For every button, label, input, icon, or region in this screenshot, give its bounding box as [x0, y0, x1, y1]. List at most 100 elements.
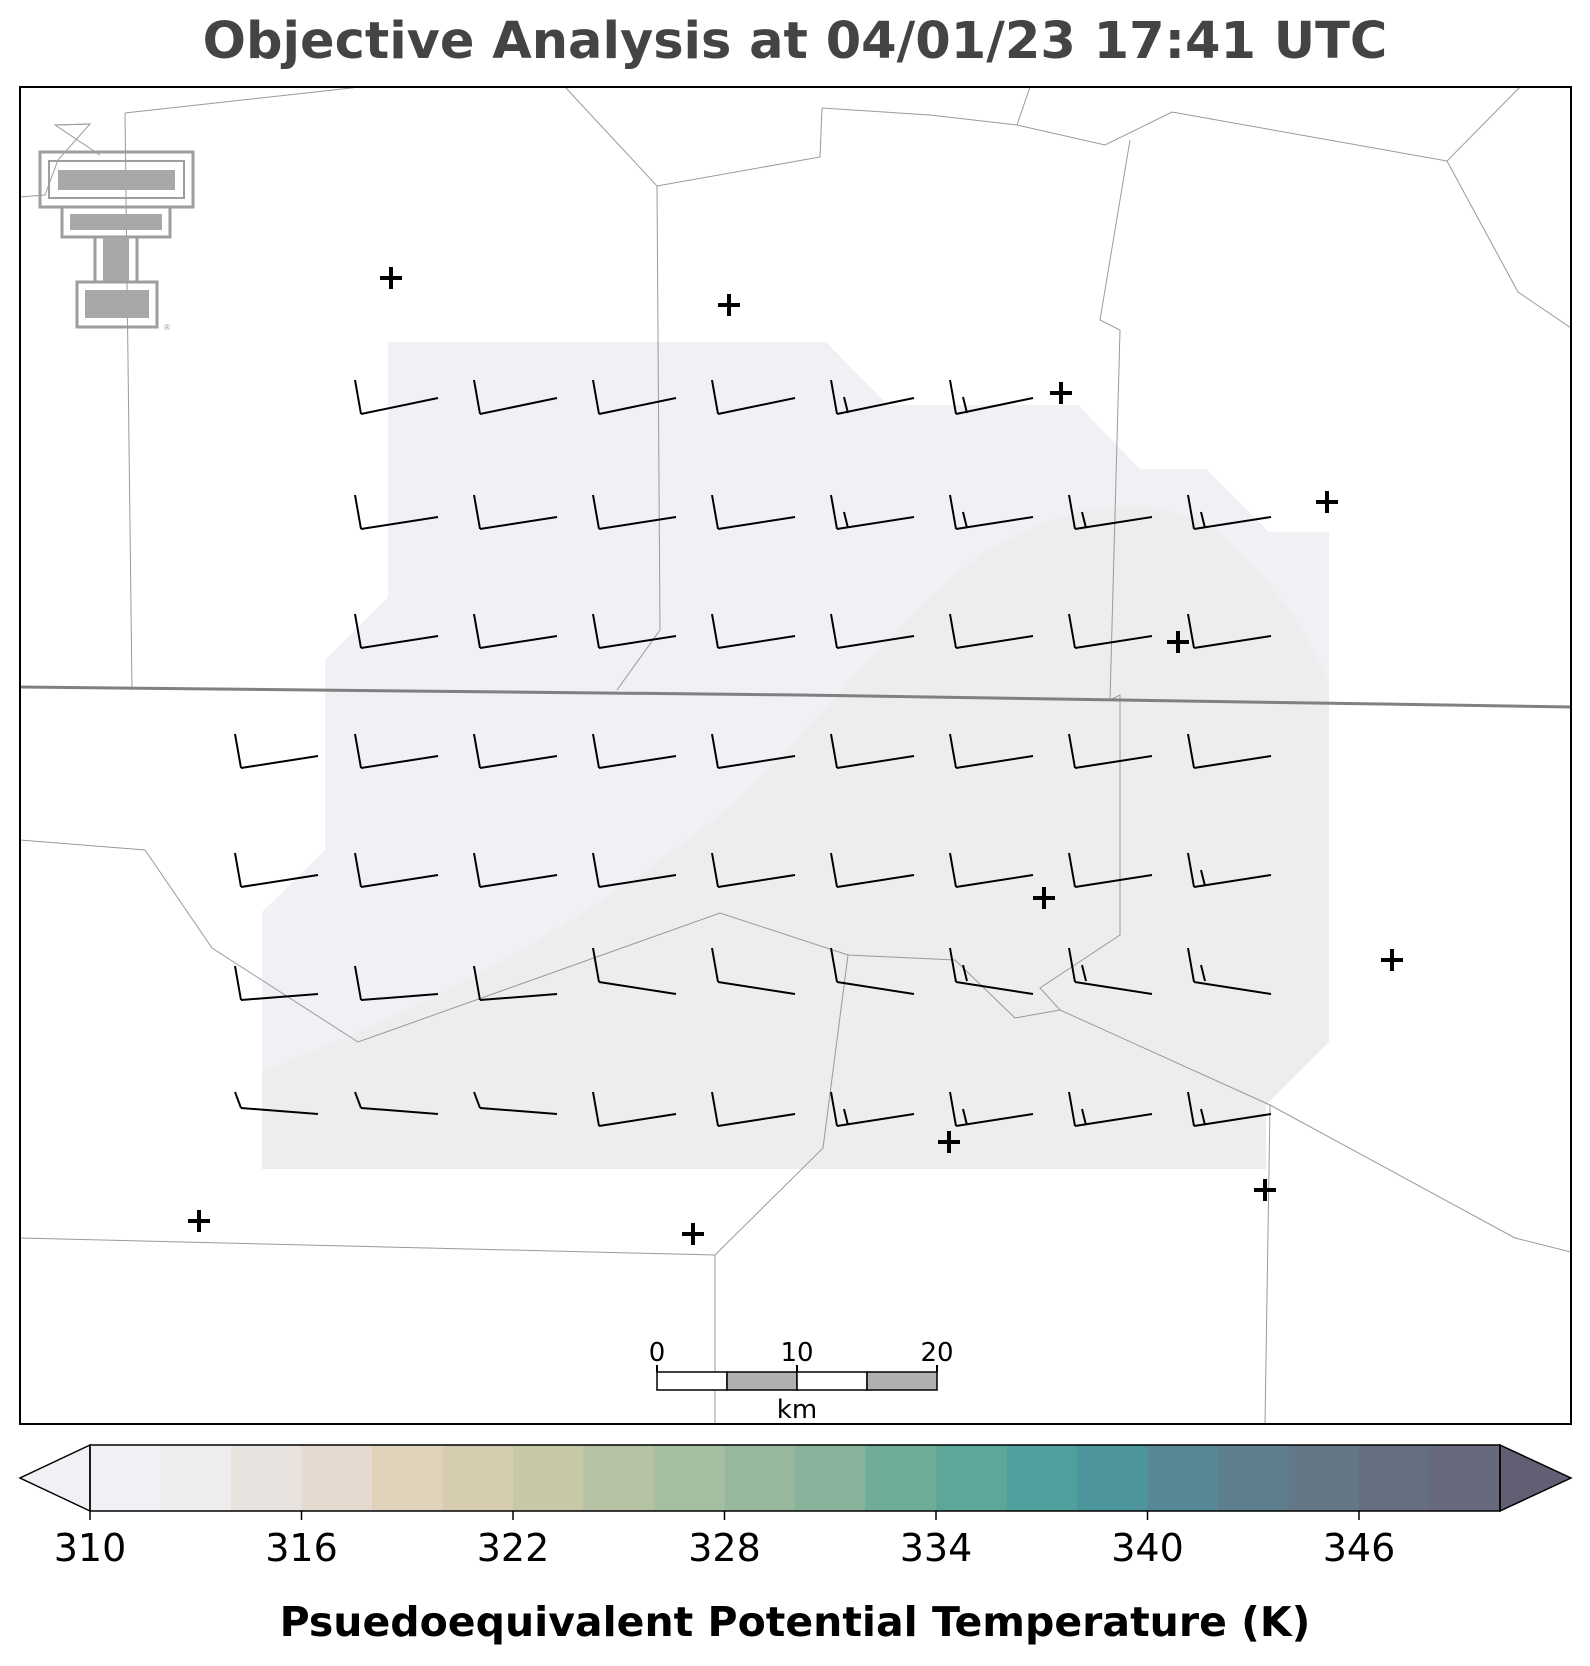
colorbar-segment [442, 1445, 514, 1511]
colorbar-extend-low [18, 1443, 91, 1513]
station-markers [188, 267, 1403, 1245]
colorbar-tick-label: 310 [54, 1526, 127, 1570]
analysis-region-southeast [262, 507, 1329, 1169]
colorbar-frame [89, 1444, 1501, 1512]
wind-barb [473, 852, 558, 888]
wind-barb [354, 494, 439, 530]
wind-barb [1068, 852, 1153, 888]
wind-barb [949, 379, 1034, 415]
wind-barb [1187, 947, 1272, 995]
wind-barb [1187, 613, 1272, 649]
scale-unit: km [777, 1395, 817, 1425]
colorbar-segment [90, 1445, 162, 1511]
wind-barb [830, 1091, 915, 1127]
colorbar-segment [1359, 1445, 1431, 1511]
map-frame [19, 86, 1572, 1425]
station-marker [188, 1210, 210, 1232]
colorbar-segment [865, 1445, 937, 1511]
station-marker [718, 294, 740, 316]
wind-barb [234, 965, 319, 1001]
wind-barb [1068, 1091, 1153, 1127]
colorbar-segment [513, 1445, 585, 1511]
wind-barb [711, 379, 796, 415]
station-marker [1050, 382, 1072, 404]
wind-barb [711, 733, 796, 769]
colorbar [18, 1443, 1573, 1513]
wind-barb [354, 379, 439, 415]
station-marker [1316, 491, 1338, 513]
wind-barb [592, 613, 677, 649]
colorbar-tick-label: 346 [1323, 1526, 1396, 1570]
colorbar-segment [1429, 1445, 1501, 1511]
wind-barb [949, 494, 1034, 530]
colorbar-tick-label: 328 [688, 1526, 761, 1570]
station-marker [682, 1223, 704, 1245]
wind-barb [473, 733, 558, 769]
wind-barb [830, 613, 915, 649]
colorbar-segment [231, 1445, 303, 1511]
station-marker [380, 267, 402, 289]
station-marker [938, 1131, 960, 1153]
wind-barb [949, 733, 1034, 769]
colorbar-segment [372, 1445, 444, 1511]
colorbar-segment [160, 1445, 232, 1511]
wind-barb [1187, 1091, 1272, 1127]
svg-text:®: ® [163, 323, 171, 332]
station-marker [1033, 887, 1055, 909]
wind-barb [473, 613, 558, 649]
wind-barb [949, 947, 1034, 995]
colorbar-tick-label: 334 [900, 1526, 973, 1570]
wind-barb [711, 947, 796, 995]
wind-barb [949, 1091, 1034, 1127]
texas-tech-double-t-logo: ® [38, 150, 195, 332]
wind-barb [711, 613, 796, 649]
colorbar-tick-label: 322 [477, 1526, 550, 1570]
wind-barb [830, 733, 915, 769]
colorbar-ticks: 310 316 322 328 334 340 346 [54, 1511, 1396, 1570]
colorbar-segment [654, 1445, 726, 1511]
wind-barb [354, 965, 439, 1001]
colorbar-segment [795, 1445, 867, 1511]
wind-barb [354, 733, 439, 769]
colorbar-segment [936, 1445, 1008, 1511]
station-marker [1381, 949, 1403, 971]
wind-barb [1068, 494, 1153, 530]
wind-barbs [234, 379, 1272, 1127]
wind-barb [1068, 947, 1153, 995]
colorbar-label: Psuedoequivalent Potential Temperature (… [279, 1598, 1311, 1646]
county-boundaries [20, 87, 1571, 1424]
wind-barb [592, 947, 677, 995]
wind-barb [234, 852, 319, 888]
scale-label-10: 10 [780, 1338, 813, 1368]
wind-barb [1187, 494, 1272, 530]
colorbar-extend-high [1499, 1443, 1573, 1513]
scale-bar: 0 10 20 km [649, 1338, 954, 1425]
colorbar-segment [301, 1445, 373, 1511]
wind-barb [830, 852, 915, 888]
station-marker [1167, 631, 1189, 653]
scale-label-20: 20 [920, 1338, 953, 1368]
wind-barb [830, 947, 915, 995]
wind-barb [592, 1091, 677, 1127]
wind-barb [592, 733, 677, 769]
wind-barb [234, 1091, 319, 1115]
colorbar-tick-label: 340 [1111, 1526, 1184, 1570]
wind-barb [830, 379, 915, 415]
wind-barb [473, 379, 558, 415]
colorbar-segment [1218, 1445, 1290, 1511]
wind-barb [592, 852, 677, 888]
wind-barb [711, 494, 796, 530]
state-boundary [20, 685, 1571, 709]
colorbar-segment [724, 1445, 796, 1511]
colorbar-segment [1006, 1445, 1078, 1511]
wind-barb [1187, 852, 1272, 888]
wind-barb [354, 852, 439, 888]
wind-barb [354, 613, 439, 649]
colorbar-tick-label: 316 [265, 1526, 338, 1570]
wind-barb [234, 733, 319, 769]
wind-barb [473, 494, 558, 530]
wind-barb [949, 613, 1034, 649]
map-title: Objective Analysis at 04/01/23 17:41 UTC [202, 12, 1388, 71]
wind-barb [830, 494, 915, 530]
